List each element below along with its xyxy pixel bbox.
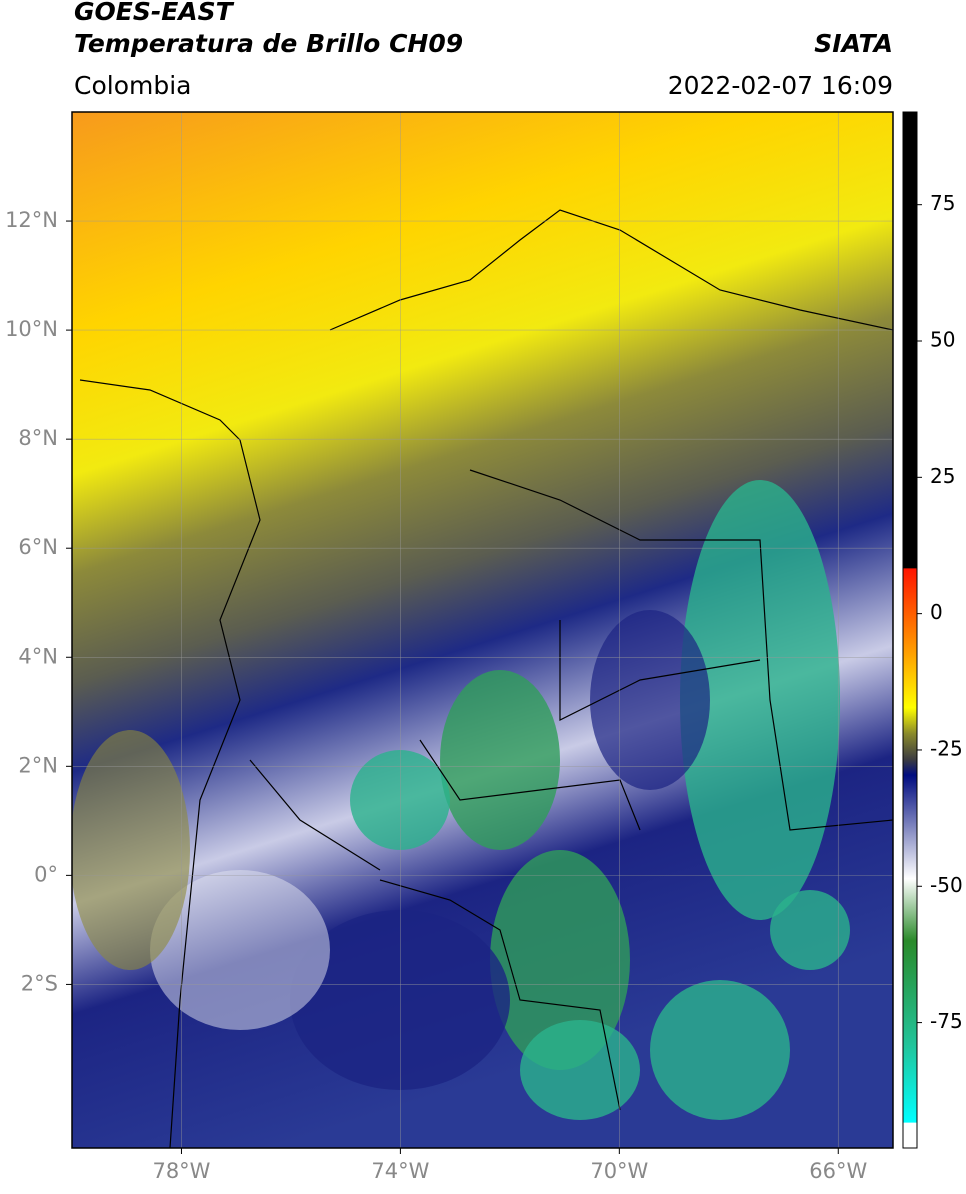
- y-tick-label: 8°N: [18, 426, 58, 450]
- y-tick-label: 2°N: [18, 753, 58, 777]
- x-tick-label: 66°W: [809, 1159, 867, 1183]
- colorbar-label: -50: [930, 873, 963, 897]
- colorbar-label: -25: [930, 736, 963, 760]
- colorbar: [902, 111, 918, 1149]
- x-tick-label: 70°W: [590, 1159, 648, 1183]
- map-frame: [71, 111, 894, 1149]
- y-tick-label: 0°: [34, 862, 58, 886]
- x-tick-label: 78°W: [152, 1159, 210, 1183]
- y-tick-label: 12°N: [5, 208, 58, 232]
- colorbar-label: -75: [930, 1009, 963, 1033]
- colorbar-label: 75: [930, 191, 955, 215]
- datetime: 2022-02-07 16:09: [668, 71, 893, 100]
- colorbar-label: 50: [930, 328, 955, 352]
- satellite-image: [72, 112, 893, 1148]
- source: SIATA: [814, 29, 893, 58]
- colorbar-label: 0: [930, 600, 943, 624]
- colorbar-label: 25: [930, 464, 955, 488]
- region: Colombia: [74, 71, 191, 100]
- x-tick-label: 74°W: [371, 1159, 429, 1183]
- y-tick-label: 6°N: [18, 535, 58, 559]
- satellite: GOES-EAST: [74, 0, 235, 26]
- product: Temperatura de Brillo CH09: [74, 29, 463, 58]
- y-tick-label: 10°N: [5, 317, 58, 341]
- y-tick-label: 4°N: [18, 644, 58, 668]
- y-tick-label: 2°S: [21, 971, 58, 995]
